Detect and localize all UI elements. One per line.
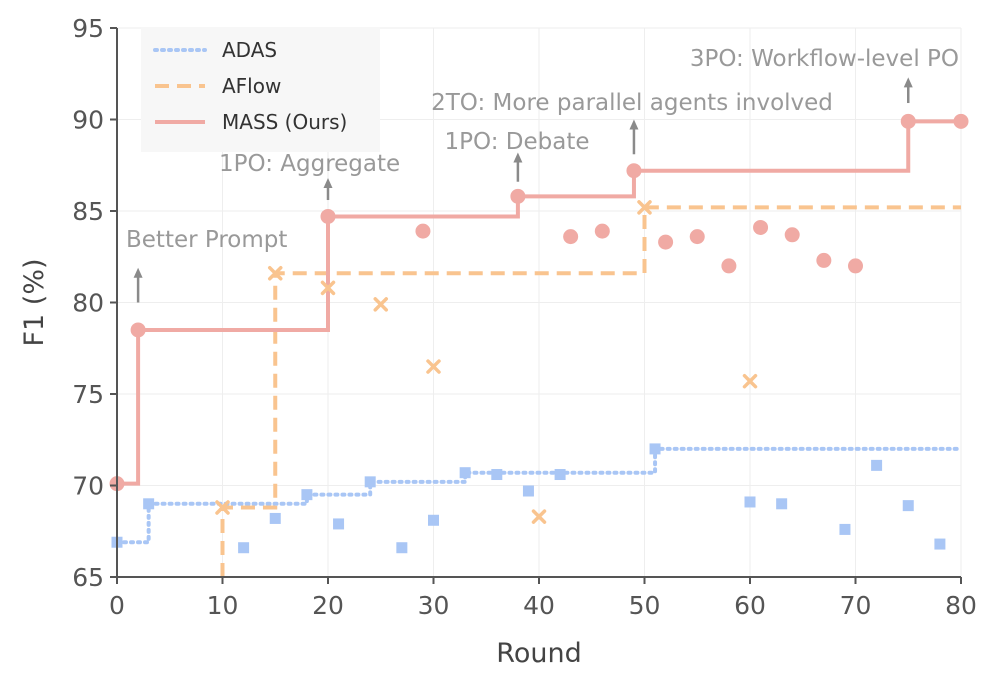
annotation-label: 2TO: More parallel agents involved: [431, 90, 833, 116]
y-tick-label: 75: [72, 380, 104, 409]
mass-ours-point: [753, 219, 769, 235]
adas-point: [649, 443, 661, 455]
aflow-point: [742, 373, 758, 389]
mass-ours-point: [415, 223, 431, 239]
legend-label-aflow: AFlow: [222, 74, 281, 98]
y-tick-label: 80: [72, 289, 104, 318]
x-tick-label: 80: [945, 591, 977, 620]
legend[interactable]: ADAS AFlow MASS (Ours): [141, 27, 380, 152]
mass-ours-point: [689, 229, 705, 245]
mass-ours-point: [594, 223, 610, 239]
adas-point: [839, 523, 851, 535]
annotation-label: 1PO: Aggregate: [219, 151, 400, 177]
mass-ours-point: [953, 113, 969, 129]
annotation-label: 1PO: Debate: [445, 129, 590, 155]
aflow-point: [373, 297, 388, 312]
y-tick-label: 70: [72, 472, 104, 501]
aflow-point: [426, 359, 441, 374]
aflow-point: [320, 280, 336, 296]
mass-ours-point: [848, 258, 863, 274]
annotation-arrow-head: [903, 77, 913, 88]
mass-ours-point: [510, 188, 526, 204]
aflow-point: [531, 509, 547, 524]
adas-point: [428, 514, 439, 526]
x-tick-label: 60: [734, 591, 766, 620]
x-axis-title: Round: [496, 638, 581, 669]
legend-box: [141, 27, 380, 152]
adas-point: [902, 500, 914, 512]
annotation-label: Better Prompt: [126, 227, 287, 253]
annotation-arrow-head: [629, 119, 639, 130]
mass-ours-point: [563, 229, 579, 245]
adas-point: [238, 542, 250, 554]
annotation-label: 3PO: Workflow-level PO: [690, 46, 959, 72]
annotation-arrow-head: [133, 267, 143, 278]
y-tick-label: 95: [72, 14, 104, 43]
aflow-point: [215, 500, 230, 515]
adas-point: [776, 498, 788, 510]
aflow-point: [637, 200, 652, 215]
annotations: Better Prompt 1PO: Aggregate 1PO: Debate 2T…: [126, 46, 959, 303]
mass-ours-point: [658, 234, 674, 250]
x-tick-label: 70: [840, 591, 872, 620]
adas-point: [143, 498, 155, 510]
adas-point: [364, 476, 376, 488]
adas-point: [744, 496, 756, 508]
y-tick-label: 90: [72, 106, 104, 135]
mass-ours-step-line: [117, 119, 961, 486]
mass-ours-point: [130, 322, 146, 338]
adas-point: [301, 489, 313, 501]
y-tick-label: 65: [72, 563, 104, 592]
adas-point: [871, 459, 883, 471]
x-tick-label: 30: [418, 591, 450, 620]
adas-point: [459, 467, 471, 479]
x-tick-label: 10: [207, 591, 239, 620]
adas-point: [934, 538, 946, 550]
adas-step-line: [115, 446, 963, 545]
mass-ours-point: [721, 258, 737, 274]
mass-ours-point: [784, 227, 800, 243]
axes: 0 10 20 30 40 50 60 70 80 65 70 75 80 85 90 95: [72, 14, 977, 620]
adas-point: [491, 469, 503, 481]
mass-ours-point: [626, 163, 642, 179]
adas-point: [269, 512, 281, 524]
annotation-arrow-head: [323, 178, 333, 189]
mass-ours-point: [900, 113, 916, 129]
y-axis-title: F1 (%): [19, 258, 50, 346]
mass-ours-point: [320, 208, 336, 224]
legend-label-mass-ours: MASS (Ours): [222, 110, 347, 134]
y-tick-label: 85: [72, 197, 104, 226]
adas-point: [522, 485, 534, 497]
annotation-arrow-head: [513, 152, 523, 163]
adas-point: [396, 542, 408, 554]
x-tick-label: 0: [109, 591, 125, 620]
x-tick-label: 50: [629, 591, 661, 620]
aflow-point: [268, 265, 283, 281]
series-markers: [109, 113, 969, 554]
x-tick-label: 20: [312, 591, 344, 620]
grid: [116, 27, 962, 578]
mass-ours-point: [816, 252, 832, 268]
adas-point: [333, 518, 345, 530]
adas-point: [554, 469, 566, 481]
x-tick-label: 40: [523, 591, 555, 620]
legend-label-adas: ADAS: [222, 38, 277, 62]
